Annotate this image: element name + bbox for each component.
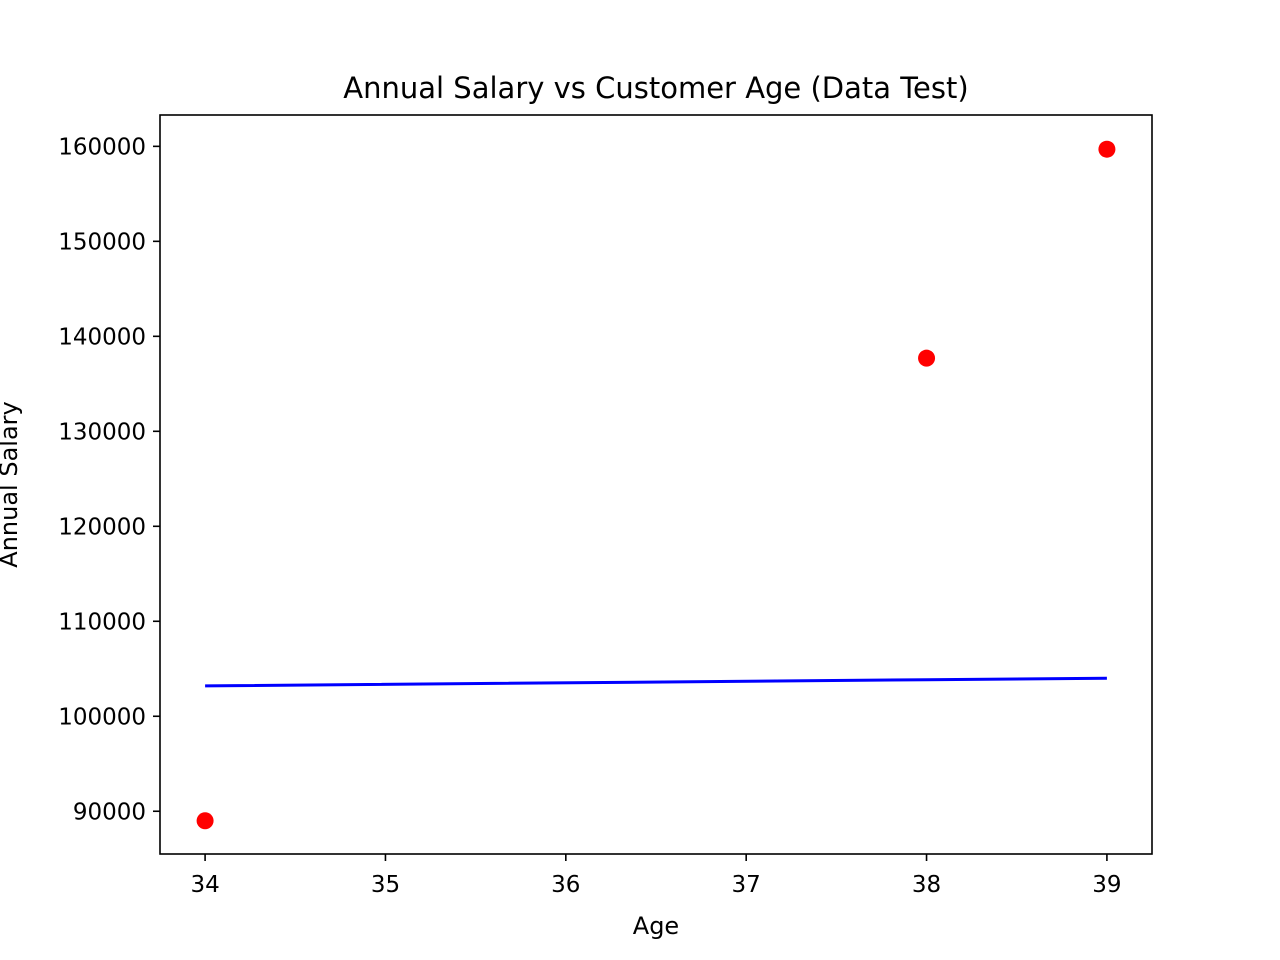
y-tick-label: 90000	[73, 799, 146, 825]
x-axis-label: Age	[633, 912, 679, 940]
plot-area	[196, 140, 1116, 830]
y-tick-label: 130000	[58, 419, 146, 445]
x-tick-label: 38	[912, 872, 941, 898]
y-axis: 90000 100000 110000 120000 130000 140000 15000…	[58, 134, 160, 825]
y-tick-label: 160000	[58, 134, 146, 160]
y-axis-label: Annual Salary	[0, 401, 23, 567]
axes-frame	[159, 114, 1153, 855]
chart-title: Annual Salary vs Customer Age (Data Test…	[343, 71, 968, 105]
y-tick-label: 110000	[58, 609, 146, 635]
x-tick-label: 36	[551, 872, 580, 898]
y-tick-label: 120000	[58, 514, 146, 540]
scatter-point	[196, 812, 214, 830]
y-tick-label: 150000	[58, 229, 146, 255]
y-tick-label: 100000	[58, 704, 146, 730]
y-tick-label: 140000	[58, 324, 146, 350]
x-tick-label: 37	[732, 872, 761, 898]
scatter-point	[918, 349, 936, 367]
x-axis: 34 35 36 37 38 39	[190, 854, 1122, 898]
regression-line	[205, 676, 1107, 688]
x-tick-label: 39	[1092, 872, 1121, 898]
x-tick-label: 35	[371, 872, 400, 898]
x-tick-label: 34	[190, 872, 219, 898]
scatter-point	[1098, 140, 1116, 158]
